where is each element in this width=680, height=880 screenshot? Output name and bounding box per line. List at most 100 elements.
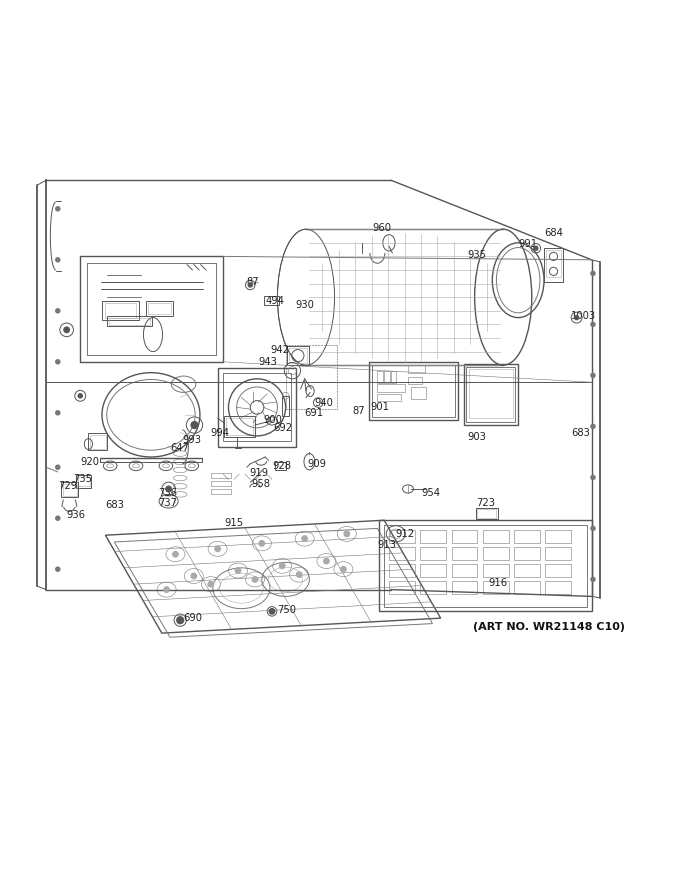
Text: 735: 735 (73, 474, 92, 484)
Circle shape (591, 424, 595, 429)
Text: (ART NO. WR21148 C10): (ART NO. WR21148 C10) (473, 622, 625, 632)
Bar (545, 564, 571, 577)
Circle shape (173, 552, 178, 557)
Bar (389, 530, 415, 543)
Bar (384, 370, 390, 383)
Circle shape (591, 322, 595, 326)
Bar (218, 368, 296, 447)
Text: 750: 750 (277, 605, 296, 615)
Bar (224, 416, 255, 436)
Bar (483, 564, 509, 577)
Bar (389, 546, 415, 561)
Circle shape (56, 411, 60, 414)
Circle shape (191, 573, 197, 579)
Text: 684: 684 (544, 228, 563, 238)
Bar (78, 477, 90, 487)
Circle shape (591, 526, 595, 531)
Bar (452, 546, 477, 561)
Bar (377, 370, 383, 383)
Text: 723: 723 (476, 497, 495, 508)
Bar (545, 530, 571, 543)
Text: 913: 913 (377, 540, 396, 550)
Text: 647: 647 (170, 444, 189, 453)
Bar (514, 546, 540, 561)
Text: 919: 919 (249, 467, 268, 478)
Circle shape (191, 422, 198, 429)
Bar (476, 508, 498, 519)
Circle shape (56, 360, 60, 363)
Circle shape (56, 258, 60, 262)
Bar (377, 393, 401, 400)
Circle shape (259, 540, 265, 546)
Circle shape (591, 373, 595, 378)
Circle shape (252, 576, 258, 583)
Circle shape (64, 327, 69, 333)
Circle shape (164, 587, 169, 592)
Text: 729: 729 (58, 481, 77, 491)
Text: 903: 903 (468, 431, 487, 442)
Text: 909: 909 (307, 458, 326, 469)
Bar (514, 564, 540, 577)
Text: 683: 683 (105, 500, 124, 510)
Bar (544, 248, 563, 282)
Bar (372, 364, 455, 417)
Bar (469, 369, 513, 418)
Bar (452, 530, 477, 543)
Text: 494: 494 (265, 296, 284, 305)
Text: 993: 993 (182, 435, 201, 445)
Bar (389, 564, 415, 577)
Circle shape (166, 487, 171, 492)
Bar (211, 473, 231, 478)
Bar (105, 303, 136, 318)
Circle shape (575, 316, 579, 319)
Bar (483, 581, 509, 594)
Circle shape (235, 568, 241, 573)
Text: 960: 960 (373, 223, 392, 233)
Bar (88, 433, 107, 451)
Bar (264, 296, 279, 305)
Bar (452, 564, 477, 577)
Circle shape (56, 207, 60, 211)
Bar (389, 581, 415, 594)
Circle shape (56, 466, 60, 469)
Text: 930: 930 (296, 300, 315, 311)
Bar (211, 489, 231, 495)
Bar (282, 396, 289, 416)
Circle shape (296, 572, 302, 577)
Text: 958: 958 (252, 480, 271, 489)
Bar (514, 581, 540, 594)
Bar (420, 564, 446, 577)
Text: 935: 935 (468, 250, 487, 260)
Bar (90, 435, 106, 449)
Text: 87: 87 (246, 277, 259, 287)
Text: 920: 920 (80, 458, 99, 467)
Bar (76, 475, 91, 488)
Circle shape (248, 283, 252, 287)
Bar (452, 581, 477, 594)
Bar (420, 581, 446, 594)
Circle shape (215, 546, 220, 552)
Text: 954: 954 (422, 488, 441, 498)
Circle shape (56, 567, 60, 571)
Text: 1003: 1003 (571, 312, 596, 321)
Bar (546, 250, 561, 277)
Bar (545, 581, 571, 594)
Bar (408, 378, 422, 385)
Bar (286, 345, 337, 409)
Bar (377, 385, 405, 392)
Bar (545, 546, 571, 561)
Text: 991: 991 (518, 239, 537, 249)
Text: 87: 87 (352, 407, 365, 416)
Bar (420, 530, 446, 543)
Circle shape (591, 577, 595, 582)
Bar (391, 370, 396, 383)
Bar (514, 530, 540, 543)
Circle shape (208, 582, 214, 587)
Text: 736: 736 (158, 488, 177, 498)
Bar (483, 530, 509, 543)
Text: 942: 942 (271, 345, 290, 356)
Circle shape (341, 567, 346, 572)
Bar (226, 418, 253, 435)
Text: 683: 683 (571, 429, 590, 438)
Text: 943: 943 (258, 356, 277, 367)
